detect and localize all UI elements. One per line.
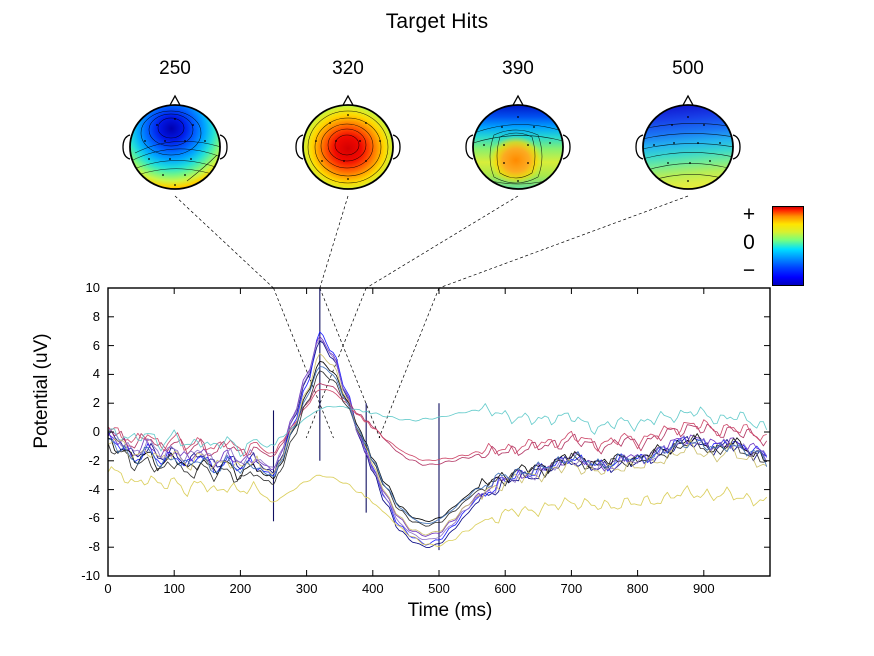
topo-label-390: 390 (502, 58, 534, 79)
erp-trace-channel-8 (108, 370, 767, 527)
x-axis-title: Time (ms) (407, 600, 493, 621)
erp-trace-channel-5 (108, 389, 767, 461)
connector-390 (365, 195, 519, 289)
x-tick-label-500: 500 (428, 581, 450, 596)
topo-connector-lines (174, 195, 689, 439)
erp-trace-channel-3 (108, 335, 768, 537)
y-tick-label-2: 2 (92, 395, 100, 411)
colorbar-minus-label: − (742, 259, 756, 282)
connector-250-inner (273, 288, 334, 439)
topo-390ms (465, 94, 571, 190)
x-tick-label-600: 600 (494, 581, 517, 596)
y-tick-label--8: -8 (88, 539, 100, 555)
y-tick-label-10: 10 (85, 280, 100, 295)
connector-320 (319, 195, 349, 289)
y-tick-label-8: 8 (92, 308, 100, 324)
erp-trace-channel-1 (108, 340, 767, 549)
x-tick-label-800: 800 (626, 581, 649, 596)
connector-390-inner (305, 288, 367, 439)
topo-label-250: 250 (159, 58, 191, 79)
y-tick-label--2: -2 (88, 452, 100, 468)
y-tick-label-6: 6 (92, 337, 100, 353)
erp-trace-channel-4 (108, 382, 768, 466)
connector-500 (438, 195, 689, 289)
x-tick-label-300: 300 (295, 581, 318, 596)
topo-label-320: 320 (332, 58, 364, 79)
y-tick-label--6: -6 (88, 510, 100, 526)
electrode-markers (144, 118, 206, 186)
erp-trace-channel-7 (108, 360, 767, 523)
colorbar-plus-label: + (742, 203, 756, 226)
erp-traces (108, 331, 768, 549)
page-title: Target Hits (385, 10, 489, 33)
connector-500-inner (378, 288, 440, 439)
y-axis-title: Potential (uV) (31, 333, 52, 449)
axis-ticks (107, 287, 770, 577)
colorbar-gradient (772, 206, 804, 286)
y-tick-label--4: -4 (88, 481, 100, 497)
erp-trace-channel-10 (108, 466, 768, 548)
topo-320ms (295, 94, 401, 190)
y-tick-label-0: 0 (92, 424, 100, 439)
x-tick-label-200: 200 (229, 581, 252, 596)
erp-trace-channel-9 (108, 353, 767, 536)
x-tick-label-900: 900 (692, 581, 715, 596)
x-tick-label-700: 700 (560, 581, 583, 596)
y-tick-label-4: 4 (92, 366, 100, 382)
x-tick-label-400: 400 (361, 581, 384, 596)
erp-trace-channel-2 (108, 331, 768, 546)
connector-250 (174, 195, 274, 289)
x-tick-label-100: 100 (163, 581, 186, 596)
colorbar-legend: + 0 − (736, 204, 816, 288)
y-tick-label--10: -10 (81, 568, 100, 583)
topo-500ms (635, 94, 741, 190)
colorbar-zero-label: 0 (743, 231, 755, 254)
topo-label-500: 500 (672, 58, 704, 79)
erp-trace-channel-6 (108, 403, 768, 457)
topo-250ms (122, 94, 228, 190)
erp-trace-channel-12 (108, 366, 768, 524)
erp-trace-channel-11 (108, 338, 768, 541)
x-tick-label-0: 0 (104, 581, 112, 596)
